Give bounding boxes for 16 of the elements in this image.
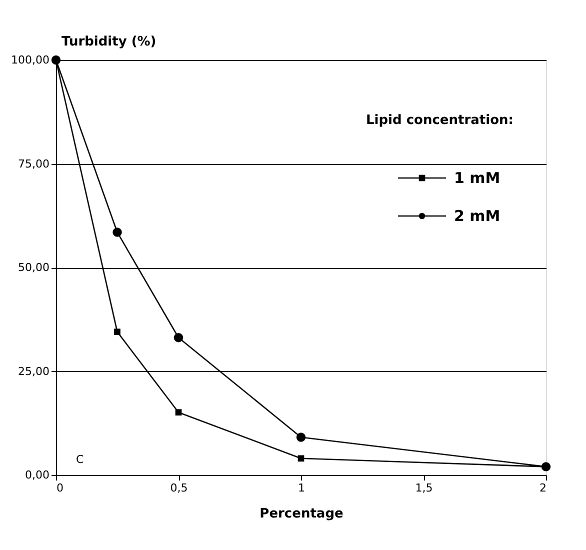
y-tick-label: 0,00 [25, 468, 50, 482]
y-tick-label: 75,00 [18, 157, 50, 170]
legend-title: Lipid concentration: [366, 113, 514, 128]
x-tick-label: 1 [298, 482, 305, 494]
x-axis-title: Percentage [260, 506, 344, 522]
annotation: C [76, 453, 84, 466]
x-tick-label: 2 [540, 482, 546, 494]
x-tick-label: 1,5 [415, 482, 433, 494]
legend-label: 1 mM [454, 169, 500, 187]
y-axis-title: Turbidity (%) [62, 34, 156, 50]
x-tick-label: 0 [56, 482, 64, 494]
y-tick-label: 25,00 [18, 364, 50, 378]
y-tick-label: 50,00 [18, 261, 50, 274]
x-tick-label: 0,5 [170, 482, 188, 494]
y-tick-label: 100,00 [11, 54, 50, 66]
legend-label: 2 mM [454, 207, 500, 225]
